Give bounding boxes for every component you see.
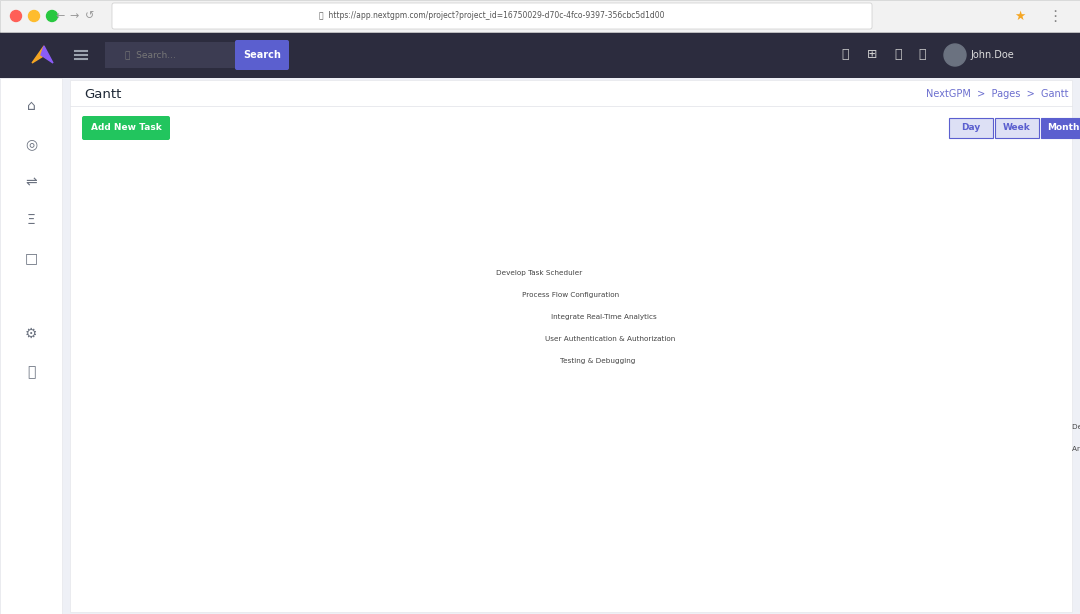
Circle shape — [944, 44, 966, 66]
Text: 27: 27 — [244, 163, 254, 171]
Text: Search: Search — [243, 50, 281, 60]
Circle shape — [28, 10, 40, 21]
Polygon shape — [32, 46, 45, 63]
Text: Develop Task Scheduler: Develop Task Scheduler — [496, 270, 582, 276]
Text: ⊞: ⊞ — [867, 49, 877, 61]
Circle shape — [46, 10, 57, 21]
Text: August: August — [831, 150, 862, 160]
Text: Data Science Integration: Data Science Integration — [755, 402, 856, 408]
Text: 20: 20 — [159, 163, 168, 171]
Text: 15: 15 — [841, 163, 851, 171]
Text: 01 August: 01 August — [656, 163, 696, 171]
Text: ◎: ◎ — [25, 137, 37, 151]
Text: ↺: ↺ — [85, 11, 95, 21]
Bar — [78, 416, 1068, 438]
Text: Real-time Data Processing Pipeline: Real-time Data Processing Pipeline — [573, 380, 717, 386]
FancyBboxPatch shape — [883, 419, 1069, 435]
Bar — [78, 146, 1068, 174]
Text: Week: Week — [1003, 123, 1031, 133]
Text: 08: 08 — [756, 163, 766, 171]
Text: NextGPM  >  Pages  >  Gantt: NextGPM > Pages > Gantt — [926, 89, 1068, 99]
Text: ★: ★ — [1014, 9, 1026, 23]
Bar — [0, 0, 1080, 32]
Text: Develop Core Automation Engine: Develop Core Automation Engine — [550, 182, 686, 188]
Text: Testing & Debugging: Testing & Debugging — [559, 358, 635, 364]
Text: ⌂: ⌂ — [27, 99, 36, 113]
Text: Gantt: Gantt — [84, 88, 121, 101]
Text: 22: 22 — [927, 163, 936, 171]
Bar — [105, 42, 235, 68]
Text: 13: 13 — [73, 163, 83, 171]
Text: 🌙: 🌙 — [894, 49, 902, 61]
Bar — [78, 350, 1068, 372]
FancyBboxPatch shape — [337, 243, 430, 259]
FancyBboxPatch shape — [337, 221, 527, 237]
FancyBboxPatch shape — [508, 309, 549, 325]
Text: June: June — [197, 150, 216, 160]
Text: ⋮: ⋮ — [1048, 9, 1063, 23]
Text: ⛶: ⛶ — [918, 49, 926, 61]
Bar — [78, 196, 1068, 218]
Text: 18: 18 — [500, 163, 510, 171]
FancyBboxPatch shape — [82, 116, 170, 140]
FancyBboxPatch shape — [567, 375, 724, 391]
Text: 04 July: 04 July — [321, 163, 348, 171]
Text: ←: ← — [55, 11, 65, 21]
FancyBboxPatch shape — [166, 177, 1069, 193]
Bar — [70, 80, 1072, 612]
Bar — [78, 372, 1068, 394]
Text: John.Doe: John.Doe — [970, 50, 1014, 60]
Bar — [78, 174, 1068, 196]
Text: Day: Day — [961, 123, 981, 133]
Text: 🎧: 🎧 — [27, 365, 36, 379]
Bar — [78, 262, 1068, 284]
Polygon shape — [41, 46, 53, 63]
Text: Add New Task: Add New Task — [91, 123, 161, 133]
Text: >: > — [1013, 163, 1021, 171]
Text: 25: 25 — [585, 163, 595, 171]
FancyBboxPatch shape — [534, 331, 542, 347]
Bar — [78, 306, 1068, 328]
Text: □: □ — [25, 251, 38, 265]
FancyBboxPatch shape — [112, 3, 872, 29]
Bar — [949, 118, 993, 138]
Text: Analytical Workf: Analytical Workf — [1072, 446, 1080, 452]
Text: Month: Month — [1047, 123, 1079, 133]
Text: 🔔: 🔔 — [841, 49, 849, 61]
Text: Process Flow Configuration: Process Flow Configuration — [522, 292, 619, 298]
Text: ⇌: ⇌ — [25, 175, 37, 189]
Text: User Authentication & Authorization: User Authentication & Authorization — [544, 336, 675, 342]
Bar — [78, 218, 1068, 240]
Circle shape — [11, 10, 22, 21]
Text: Develop API I: Develop API I — [1072, 424, 1080, 430]
Text: →: → — [69, 11, 79, 21]
Text: Design Automation Engine Architecture: Design Automation Engine Architecture — [150, 204, 313, 210]
Bar — [78, 284, 1068, 306]
FancyBboxPatch shape — [742, 397, 869, 413]
FancyBboxPatch shape — [534, 353, 557, 369]
Text: Set Up Rule Engine: Set Up Rule Engine — [345, 248, 422, 254]
Bar — [1041, 118, 1080, 138]
Bar — [78, 394, 1068, 416]
Text: 11: 11 — [415, 163, 424, 171]
FancyBboxPatch shape — [435, 287, 519, 303]
Bar — [78, 240, 1068, 262]
Text: Ξ: Ξ — [27, 213, 36, 227]
FancyBboxPatch shape — [235, 40, 289, 70]
FancyBboxPatch shape — [418, 265, 494, 281]
Bar — [78, 438, 1068, 460]
FancyBboxPatch shape — [114, 199, 349, 215]
Bar — [0, 78, 62, 614]
Text: ⚙: ⚙ — [25, 327, 37, 341]
Text: 🔒  https://app.nextgpm.com/project?project_id=16750029-d70c-4fco-9397-356cbc5d1d: 🔒 https://app.nextgpm.com/project?projec… — [320, 12, 665, 20]
Text: Develop Workflow Automation Module: Develop Workflow Automation Module — [354, 226, 511, 232]
Text: Integrate Real-Time Analytics: Integrate Real-Time Analytics — [552, 314, 657, 320]
Bar — [78, 328, 1068, 350]
Text: 🔍  Search...: 🔍 Search... — [125, 50, 176, 60]
Bar — [0, 32, 1080, 78]
Bar — [995, 118, 1039, 138]
FancyBboxPatch shape — [1002, 441, 1069, 457]
Text: July: July — [539, 150, 555, 160]
Bar — [78, 460, 1068, 482]
